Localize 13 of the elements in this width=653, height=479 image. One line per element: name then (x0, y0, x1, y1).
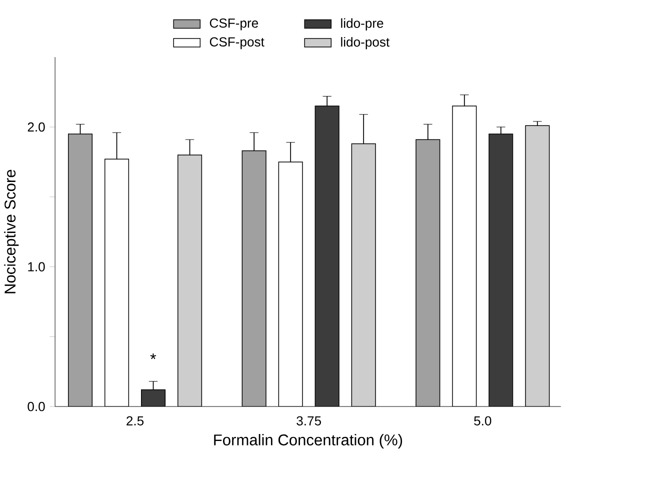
x-tick-label: 5.0 (474, 416, 492, 426)
legend-label: lido-post (341, 37, 390, 50)
y-axis-title: Nociceptive Score (4, 170, 19, 294)
legend-label: CSF-pre (210, 18, 258, 30)
y-tick-label: 1.0 (28, 262, 45, 272)
x-tick-label: 3.75 (296, 416, 321, 426)
x-axis-title: Formalin Concentration (%) (214, 434, 402, 449)
y-tick-label: 0.0 (28, 402, 45, 412)
annotation: * (150, 354, 156, 360)
legend-label: CSF-post (210, 37, 264, 50)
legend-label: lido-pre (341, 18, 384, 31)
y-tick-label: 2.0 (28, 122, 45, 132)
x-tick-label: 2.5 (126, 416, 144, 426)
